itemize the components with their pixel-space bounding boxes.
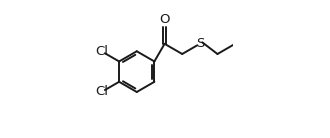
Text: Cl: Cl bbox=[95, 45, 108, 58]
Text: Cl: Cl bbox=[95, 85, 108, 99]
Text: S: S bbox=[196, 37, 204, 50]
Text: O: O bbox=[159, 13, 170, 26]
